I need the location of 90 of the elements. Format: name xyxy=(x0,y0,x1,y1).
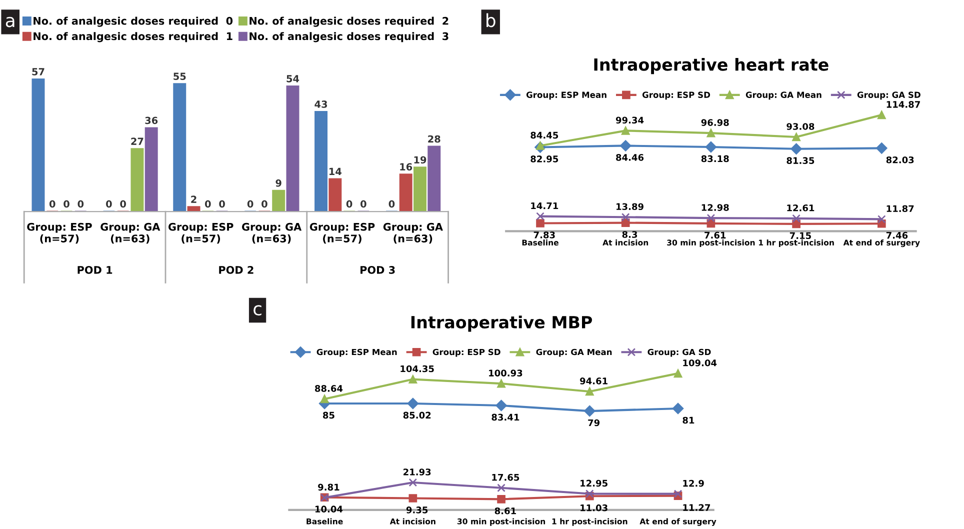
data-label: 93.08 xyxy=(786,123,814,130)
data-label: 36 xyxy=(145,116,158,124)
data-label: 0 xyxy=(78,200,84,208)
data-label: 0 xyxy=(204,200,211,208)
legend-label: Group: GA SD xyxy=(648,348,711,357)
chart-title: Intraoperative MBP xyxy=(411,316,592,332)
data-label: 0 xyxy=(247,200,254,208)
data-label: 0 xyxy=(360,200,366,208)
data-label: 13.89 xyxy=(616,203,644,210)
legend-label: No. of analgesic doses required 0 xyxy=(34,16,233,27)
data-label: 16 xyxy=(400,163,412,171)
data-label: 85.02 xyxy=(403,412,431,419)
legend-label: No. of analgesic doses required 3 xyxy=(250,32,448,42)
data-label: 8.61 xyxy=(494,507,516,514)
data-label: 9.81 xyxy=(318,484,340,491)
data-label: 11.87 xyxy=(886,205,914,212)
data-label: 99.34 xyxy=(616,116,644,124)
data-label: 84.45 xyxy=(530,132,558,139)
data-label: 0 xyxy=(219,200,225,208)
data-label: 81.35 xyxy=(786,157,814,164)
legend-label: Group: ESP SD xyxy=(432,348,500,357)
text: b xyxy=(486,13,496,28)
data-label: 28 xyxy=(428,135,440,143)
data-label: 9.35 xyxy=(406,506,428,514)
legend-label: Group: ESP Mean xyxy=(526,92,606,100)
data-label: 9 xyxy=(276,179,282,187)
text: c xyxy=(254,305,262,316)
data-label: 55 xyxy=(174,72,186,80)
text: POD 2 xyxy=(219,266,254,274)
data-label: 2 xyxy=(191,196,196,203)
data-label: 84.46 xyxy=(616,154,644,161)
data-label: 100.93 xyxy=(489,370,522,376)
data-label: 43 xyxy=(314,100,328,108)
x-tick-label: Group: ESP (n=57) xyxy=(310,222,375,244)
chart-title: Intraoperative heart rate xyxy=(594,58,828,74)
data-label: 10.04 xyxy=(315,506,343,513)
data-label: 7.46 xyxy=(886,232,908,239)
data-label: 14 xyxy=(329,168,342,176)
x-tick-label: Group: GA (n=63) xyxy=(100,222,160,244)
data-label: 27 xyxy=(131,138,144,145)
legend-label: No. of analgesic doses required 1 xyxy=(34,32,232,42)
legend-label: Group: GA Mean xyxy=(536,348,612,357)
data-label: 88.64 xyxy=(314,385,343,392)
data-label: 0 xyxy=(120,200,126,208)
data-label: 109.04 xyxy=(683,359,717,366)
data-label: 81 xyxy=(682,416,694,424)
legend-label: Group: GA SD xyxy=(857,92,920,100)
data-label: 8.3 xyxy=(622,231,638,238)
data-label: 82.03 xyxy=(886,156,914,164)
data-label: 19 xyxy=(414,156,426,164)
data-label: 7.15 xyxy=(790,232,811,240)
legend-label: Group: ESP SD xyxy=(642,92,710,100)
data-label: 0 xyxy=(388,200,395,208)
x-tick-label: Group: ESP (n=57) xyxy=(168,222,234,244)
data-label: 57 xyxy=(32,68,44,76)
data-label: 12.61 xyxy=(787,204,814,212)
data-label: 82.95 xyxy=(530,156,558,162)
data-label: 12.9 xyxy=(683,480,704,487)
legend-label: Group: ESP Mean xyxy=(316,348,397,357)
legend-label: Group: GA Mean xyxy=(746,92,822,100)
data-label: 83.41 xyxy=(492,414,520,421)
data-label: 104.35 xyxy=(400,365,434,372)
data-label: 0 xyxy=(106,200,112,208)
data-label: 7.83 xyxy=(534,232,555,238)
data-label: 0 xyxy=(346,200,352,208)
data-label: 21.93 xyxy=(404,468,431,476)
data-label: 94.61 xyxy=(580,378,608,384)
data-label: 12.95 xyxy=(580,480,608,487)
data-label: 96.98 xyxy=(701,119,729,126)
data-label: 0 xyxy=(262,200,268,208)
data-label: 12.98 xyxy=(702,204,729,211)
x-tick-label: Group: ESP (n=57) xyxy=(27,222,92,244)
data-label: 7.61 xyxy=(704,232,726,239)
data-label: 17.65 xyxy=(492,474,520,481)
data-label: 11.27 xyxy=(683,504,710,511)
text: a xyxy=(6,16,14,28)
text: POD 1 xyxy=(78,266,112,274)
x-tick-label: Group: GA (n=63) xyxy=(242,222,302,244)
data-label: 54 xyxy=(286,75,300,82)
data-label: 85 xyxy=(322,412,334,419)
data-label: 79 xyxy=(588,419,600,426)
data-label: 14.71 xyxy=(531,202,558,210)
text: POD 3 xyxy=(360,266,395,274)
data-label: 114.87 xyxy=(886,101,920,108)
data-label: 0 xyxy=(64,200,70,208)
data-label: 0 xyxy=(49,200,56,208)
x-tick-label: Group: GA (n=63) xyxy=(383,222,443,244)
data-label: 11.03 xyxy=(580,504,608,512)
data-label: 83.18 xyxy=(701,155,729,162)
legend-label: No. of analgesic doses required 2 xyxy=(250,16,448,27)
